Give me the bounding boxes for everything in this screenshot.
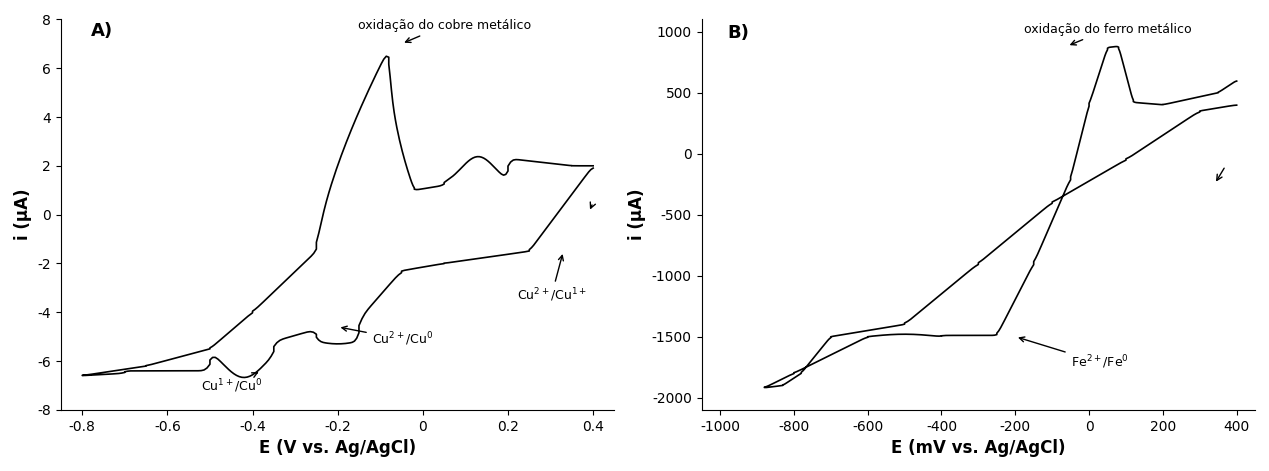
Text: Fe$^{2+}$/Fe$^{0}$: Fe$^{2+}$/Fe$^{0}$	[1019, 337, 1128, 371]
Text: A): A)	[90, 23, 113, 41]
Text: B): B)	[727, 24, 749, 42]
Text: Cu$^{1+}$/Cu$^{0}$: Cu$^{1+}$/Cu$^{0}$	[202, 373, 263, 395]
X-axis label: E (mV vs. Ag/AgCl): E (mV vs. Ag/AgCl)	[891, 439, 1066, 457]
Text: oxidação do cobre metálico: oxidação do cobre metálico	[358, 19, 530, 42]
Text: Cu$^{2+}$/Cu$^{0}$: Cu$^{2+}$/Cu$^{0}$	[341, 326, 433, 348]
Text: Cu$^{2+}$/Cu$^{1+}$: Cu$^{2+}$/Cu$^{1+}$	[516, 255, 586, 304]
X-axis label: E (V vs. Ag/AgCl): E (V vs. Ag/AgCl)	[259, 439, 416, 457]
Y-axis label: i (μA): i (μA)	[628, 189, 646, 240]
Text: oxidação do ferro metálico: oxidação do ferro metálico	[1024, 23, 1192, 45]
Y-axis label: i (μA): i (μA)	[14, 189, 32, 240]
